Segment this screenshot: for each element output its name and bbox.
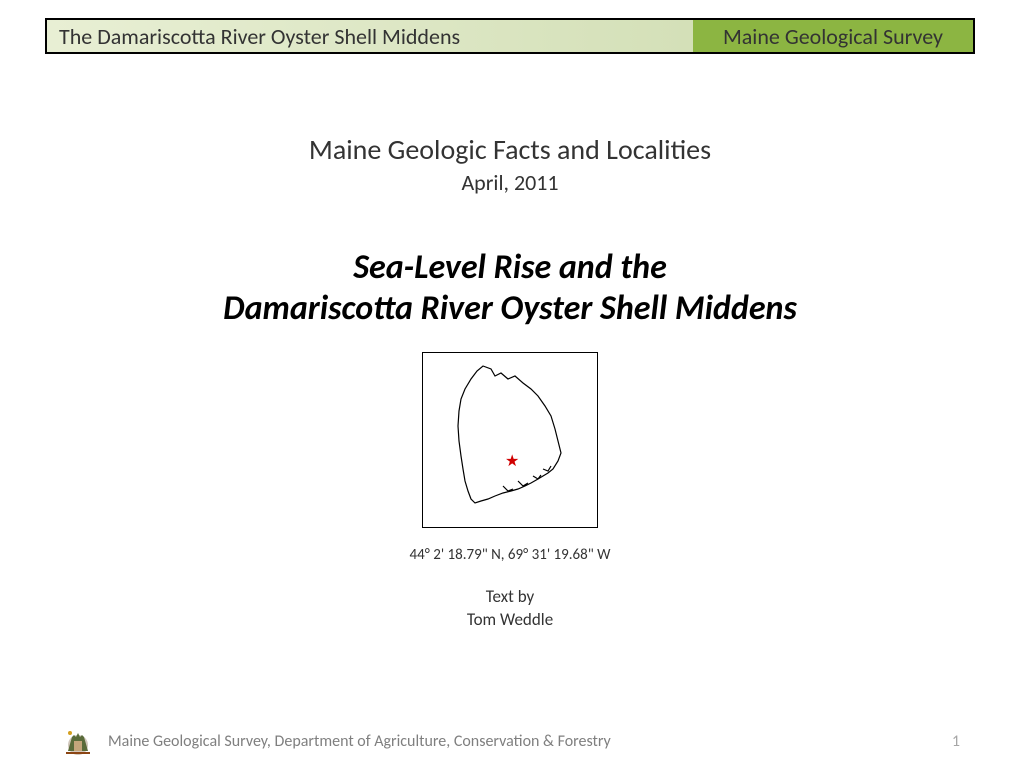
title-line-2: Damariscotta River Oyster Shell Middens [223, 288, 797, 329]
author-label: Text by [0, 586, 1020, 607]
maine-outline-icon [443, 361, 583, 521]
map-container: ★ [422, 352, 598, 528]
title-line-1: Sea-Level Rise and the [353, 247, 667, 288]
author-name: Tom Weddle [0, 609, 1020, 630]
location-star-icon: ★ [505, 451, 519, 471]
series-title: Maine Geologic Facts and Localities [0, 132, 1020, 167]
header-title-left: The Damariscotta River Oyster Shell Midd… [47, 20, 693, 52]
state-seal-icon [60, 723, 96, 759]
content-area: Maine Geologic Facts and Localities Apri… [0, 132, 1020, 630]
header-banner: The Damariscotta River Oyster Shell Midd… [45, 18, 975, 54]
coordinates-text: 44° 2' 18.79" N, 69° 31' 19.68" W [0, 546, 1020, 564]
footer-text: Maine Geological Survey, Department of A… [108, 732, 952, 751]
page-number: 1 [952, 732, 960, 751]
document-title: Sea-Level Rise and the Damariscotta Rive… [0, 248, 1020, 330]
footer: Maine Geological Survey, Department of A… [0, 723, 1020, 759]
header-title-right: Maine Geological Survey [693, 20, 973, 52]
publication-date: April, 2011 [0, 169, 1020, 196]
